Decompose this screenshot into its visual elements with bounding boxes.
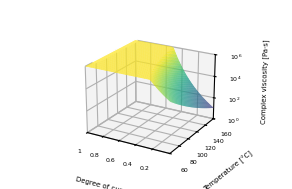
- Y-axis label: Temperature [°C]: Temperature [°C]: [202, 149, 254, 189]
- X-axis label: Degree of cure [-]: Degree of cure [-]: [75, 176, 137, 189]
